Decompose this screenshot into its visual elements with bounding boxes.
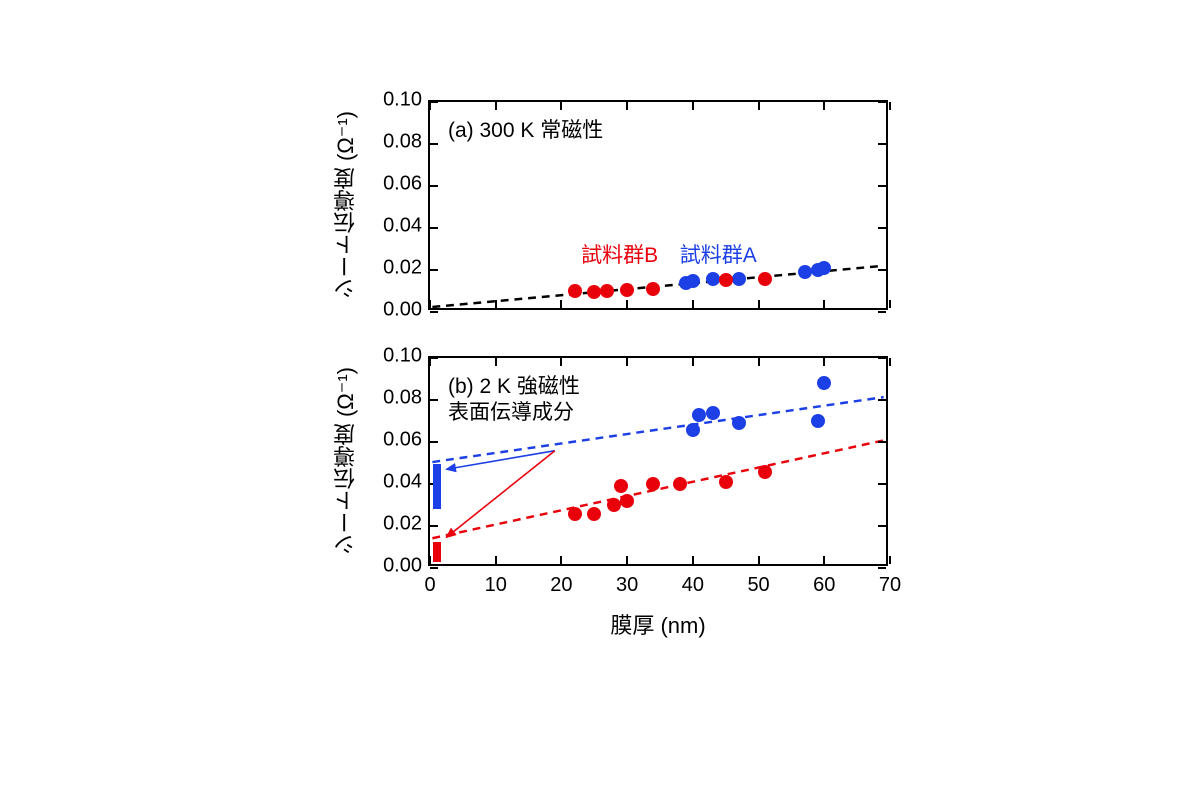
data-point [673, 477, 687, 491]
y-axis-label-a: シート伝導度 (Ω⁻¹) [330, 111, 362, 299]
y-tick-label: 0.06 [383, 429, 422, 452]
y-tick-label: 0.02 [383, 257, 422, 280]
data-point [620, 283, 634, 297]
data-point [798, 265, 812, 279]
data-point [587, 507, 601, 521]
data-point [817, 376, 831, 390]
data-point [817, 261, 831, 275]
y-ticks-b: 0.000.020.040.060.080.10 [368, 356, 428, 566]
data-point [646, 477, 660, 491]
y-tick-label: 0.04 [383, 471, 422, 494]
panel-b-wrap: シート伝導度 (Ω⁻¹) 0.000.020.040.060.080.10 (b… [330, 356, 888, 566]
x-tick-label: 0 [424, 574, 435, 597]
data-point [719, 475, 733, 489]
data-point [811, 414, 825, 428]
data-point [600, 284, 614, 298]
legend-group-b: 試料群B [581, 239, 658, 269]
y-tick-label: 0.10 [383, 345, 422, 368]
panel-a-title: (a) 300 K 常磁性 [448, 114, 603, 144]
x-tick-label: 60 [813, 574, 835, 597]
data-point [719, 273, 733, 287]
data-point [758, 272, 772, 286]
y-tick-label: 0.10 [383, 89, 422, 112]
intercept-bar [433, 464, 441, 509]
plot-area-a: (a) 300 K 常磁性 試料群B 試料群A [428, 100, 888, 310]
data-point [620, 494, 634, 508]
y-tick-label: 0.00 [383, 555, 422, 578]
surface-conduction-label: 表面伝導成分 [448, 396, 574, 426]
data-point [706, 272, 720, 286]
y-tick-label: 0.08 [383, 131, 422, 154]
panel-a-wrap: シート伝導度 (Ω⁻¹) 0.000.020.040.060.080.10 (a… [330, 100, 888, 310]
data-point [587, 285, 601, 299]
data-point [568, 507, 582, 521]
y-tick-label: 0.02 [383, 513, 422, 536]
data-point [732, 416, 746, 430]
y-axis-label-b: シート伝導度 (Ω⁻¹) [330, 367, 362, 555]
x-tick-label: 30 [616, 574, 638, 597]
data-point [758, 465, 772, 479]
x-tick-label: 50 [747, 574, 769, 597]
x-axis-label: 膜厚 (nm) [598, 608, 718, 640]
data-point [614, 479, 628, 493]
data-point [686, 274, 700, 288]
data-point [692, 408, 706, 422]
data-point [732, 272, 746, 286]
x-tick-label: 10 [485, 574, 507, 597]
plot-area-b: (b) 2 K 強磁性 表面伝導成分 010203040506070 [428, 356, 888, 566]
data-point [706, 406, 720, 420]
data-point [646, 282, 660, 296]
data-point [607, 498, 621, 512]
data-point [568, 284, 582, 298]
x-tick-label: 20 [550, 574, 572, 597]
x-tick-label: 70 [879, 574, 901, 597]
x-tick-label: 40 [682, 574, 704, 597]
y-ticks-a: 0.000.020.040.060.080.10 [368, 100, 428, 310]
figure-root: シート伝導度 (Ω⁻¹) 0.00 0.02 0.04 0.06 0.08 0.10 (a… [260, 80, 940, 720]
y-tick-label: 0.04 [383, 215, 422, 238]
y-tick-label: 0.00 [383, 299, 422, 322]
y-tick-label: 0.08 [383, 387, 422, 410]
intercept-bar [433, 542, 441, 562]
legend-group-a: 試料群A [680, 239, 757, 269]
y-tick-label: 0.06 [383, 173, 422, 196]
data-point [686, 423, 700, 437]
